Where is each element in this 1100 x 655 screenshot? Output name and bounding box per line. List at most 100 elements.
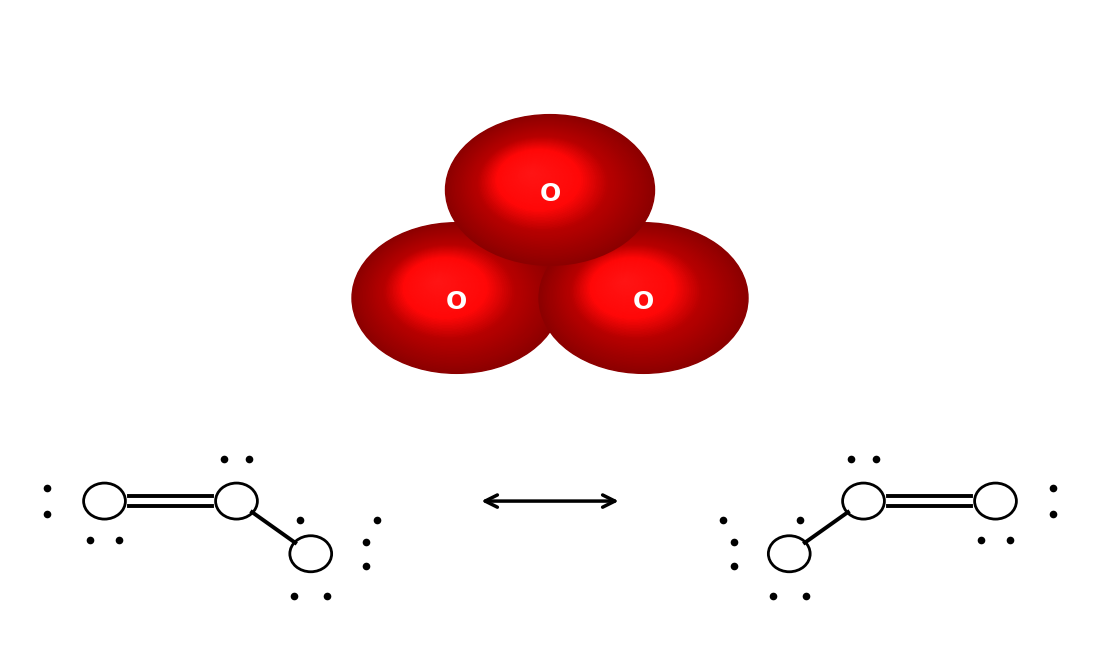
- Ellipse shape: [352, 223, 561, 373]
- Ellipse shape: [526, 170, 539, 179]
- Ellipse shape: [548, 229, 736, 364]
- Ellipse shape: [420, 270, 462, 300]
- Ellipse shape: [542, 225, 744, 370]
- Ellipse shape: [367, 233, 538, 356]
- Ellipse shape: [583, 253, 684, 326]
- Text: O: O: [539, 181, 561, 206]
- Ellipse shape: [516, 162, 553, 190]
- Ellipse shape: [452, 119, 645, 257]
- Ellipse shape: [358, 227, 553, 367]
- Ellipse shape: [587, 256, 678, 321]
- Ellipse shape: [353, 223, 559, 372]
- Ellipse shape: [437, 280, 440, 283]
- Ellipse shape: [610, 272, 646, 297]
- Ellipse shape: [574, 247, 696, 335]
- Ellipse shape: [576, 248, 694, 333]
- Ellipse shape: [359, 227, 551, 365]
- Ellipse shape: [530, 172, 533, 175]
- Ellipse shape: [427, 274, 454, 293]
- Ellipse shape: [602, 266, 658, 306]
- Ellipse shape: [451, 119, 647, 259]
- Ellipse shape: [402, 257, 490, 320]
- Ellipse shape: [488, 144, 593, 219]
- Ellipse shape: [381, 242, 520, 343]
- Ellipse shape: [377, 240, 524, 346]
- Ellipse shape: [562, 238, 715, 349]
- Ellipse shape: [387, 247, 509, 335]
- Ellipse shape: [544, 227, 740, 367]
- Ellipse shape: [559, 236, 719, 352]
- Ellipse shape: [586, 255, 680, 323]
- Ellipse shape: [546, 227, 738, 365]
- Ellipse shape: [597, 263, 663, 310]
- Ellipse shape: [366, 233, 540, 358]
- Ellipse shape: [504, 155, 570, 202]
- Ellipse shape: [585, 254, 682, 324]
- Ellipse shape: [507, 157, 566, 199]
- Ellipse shape: [389, 248, 507, 333]
- Ellipse shape: [406, 260, 483, 315]
- Ellipse shape: [600, 264, 662, 309]
- Ellipse shape: [428, 274, 452, 292]
- Ellipse shape: [605, 268, 653, 303]
- Ellipse shape: [578, 249, 693, 332]
- Ellipse shape: [410, 263, 476, 310]
- Ellipse shape: [379, 241, 522, 345]
- Ellipse shape: [517, 164, 552, 189]
- Ellipse shape: [549, 229, 734, 363]
- Ellipse shape: [552, 231, 729, 360]
- Ellipse shape: [520, 166, 548, 185]
- Ellipse shape: [398, 254, 495, 324]
- Ellipse shape: [429, 276, 450, 291]
- Ellipse shape: [416, 267, 469, 305]
- Ellipse shape: [550, 231, 732, 361]
- Text: O: O: [446, 290, 468, 314]
- Ellipse shape: [528, 172, 536, 176]
- Ellipse shape: [433, 278, 444, 286]
- Ellipse shape: [508, 158, 564, 198]
- Ellipse shape: [620, 278, 631, 286]
- Ellipse shape: [554, 233, 725, 356]
- Ellipse shape: [573, 246, 698, 337]
- Ellipse shape: [543, 225, 741, 369]
- Ellipse shape: [464, 127, 628, 246]
- Ellipse shape: [399, 255, 493, 323]
- Ellipse shape: [405, 259, 485, 316]
- Ellipse shape: [409, 262, 478, 312]
- Ellipse shape: [615, 274, 639, 292]
- Ellipse shape: [418, 268, 466, 303]
- Ellipse shape: [422, 271, 460, 298]
- Ellipse shape: [558, 235, 722, 354]
- Ellipse shape: [455, 121, 640, 255]
- Ellipse shape: [503, 154, 572, 204]
- Ellipse shape: [490, 145, 591, 218]
- Ellipse shape: [563, 239, 713, 347]
- Ellipse shape: [564, 240, 711, 346]
- Ellipse shape: [466, 129, 624, 242]
- Ellipse shape: [481, 139, 603, 227]
- Ellipse shape: [521, 166, 546, 184]
- Ellipse shape: [497, 150, 581, 210]
- Ellipse shape: [601, 265, 660, 307]
- Ellipse shape: [609, 271, 647, 298]
- Text: O: O: [632, 290, 654, 314]
- Ellipse shape: [434, 280, 442, 284]
- Ellipse shape: [370, 234, 537, 355]
- Ellipse shape: [485, 142, 597, 223]
- Ellipse shape: [616, 276, 637, 291]
- Ellipse shape: [557, 234, 724, 355]
- Ellipse shape: [471, 132, 617, 238]
- Ellipse shape: [412, 264, 475, 309]
- Ellipse shape: [376, 239, 526, 347]
- Ellipse shape: [415, 266, 471, 306]
- Ellipse shape: [475, 135, 612, 233]
- Ellipse shape: [404, 258, 487, 318]
- Ellipse shape: [540, 223, 746, 372]
- Ellipse shape: [513, 160, 558, 193]
- Ellipse shape: [460, 124, 634, 250]
- Ellipse shape: [560, 237, 717, 350]
- Ellipse shape: [396, 253, 497, 326]
- Ellipse shape: [447, 115, 652, 264]
- Ellipse shape: [612, 272, 643, 295]
- Ellipse shape: [456, 122, 638, 253]
